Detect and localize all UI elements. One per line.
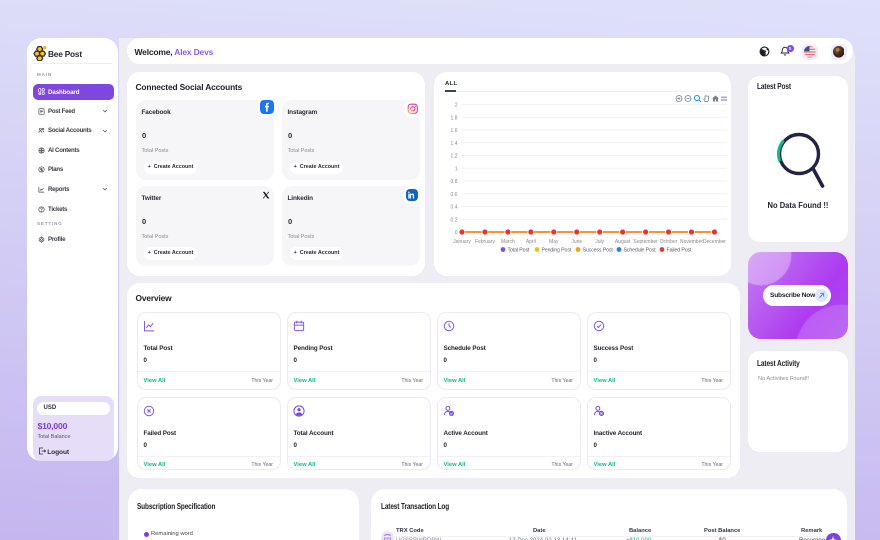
svg-text:0.6: 0.6: [451, 192, 458, 198]
svg-text:August: August: [615, 239, 631, 245]
svg-text:May: May: [549, 239, 559, 245]
svg-text:January: January: [453, 239, 471, 245]
svg-text:October: October: [660, 239, 678, 245]
svg-text:0: 0: [455, 230, 458, 236]
svg-text:Pending Post: Pending Post: [542, 248, 572, 254]
svg-text:July: July: [595, 239, 604, 245]
svg-text:February: February: [475, 239, 496, 245]
svg-text:0.4: 0.4: [451, 205, 458, 211]
svg-text:Success Post: Success Post: [583, 248, 614, 254]
svg-text:September: September: [633, 239, 658, 245]
svg-text:0.2: 0.2: [451, 217, 458, 223]
svg-text:November: November: [680, 239, 703, 245]
svg-text:Failed Post: Failed Post: [667, 248, 693, 254]
svg-text:1.6: 1.6: [451, 128, 458, 134]
svg-text:April: April: [526, 239, 536, 245]
svg-text:1.8: 1.8: [451, 115, 458, 121]
svg-text:March: March: [501, 239, 515, 245]
svg-text:June: June: [571, 239, 582, 245]
svg-text:1.2: 1.2: [451, 154, 458, 160]
svg-text:1: 1: [455, 166, 458, 172]
svg-text:2: 2: [455, 103, 458, 109]
svg-text:1.4: 1.4: [451, 141, 458, 147]
svg-text:December: December: [703, 239, 726, 245]
svg-text:Schedule Post: Schedule Post: [624, 248, 657, 254]
svg-text:0.8: 0.8: [451, 179, 458, 185]
svg-text:Total Post: Total Post: [508, 248, 530, 254]
